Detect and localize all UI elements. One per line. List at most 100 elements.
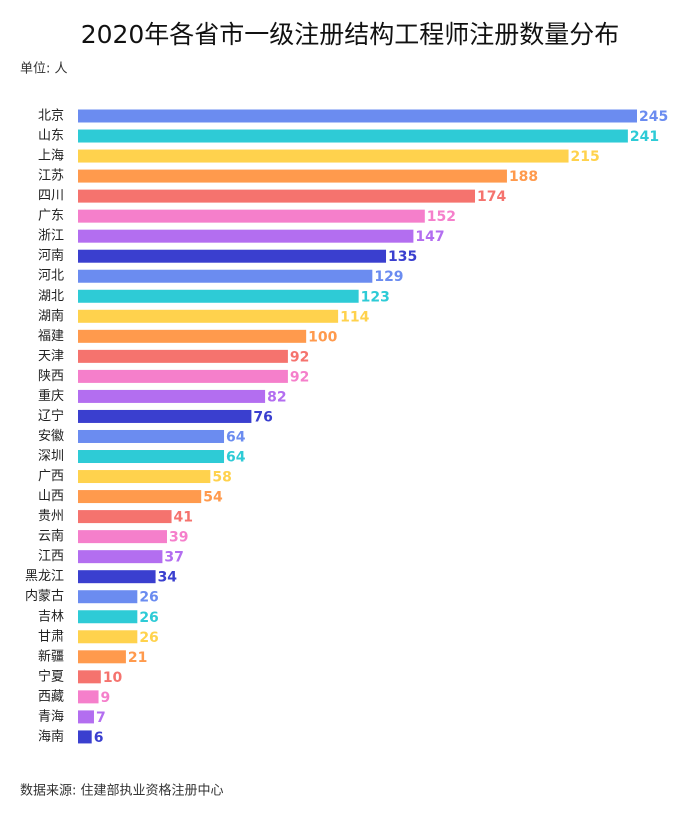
value-label: 39 bbox=[169, 530, 188, 546]
y-tick-label: 山西 bbox=[38, 489, 64, 504]
y-tick-label: 天津 bbox=[38, 349, 64, 364]
y-tick-label: 西藏 bbox=[38, 689, 64, 704]
chart-title: 2020年各省市一级注册结构工程师注册数量分布 bbox=[81, 20, 620, 49]
bar bbox=[78, 570, 156, 584]
value-label: 129 bbox=[374, 269, 403, 285]
bar bbox=[78, 349, 288, 363]
value-label: 21 bbox=[128, 650, 147, 666]
value-label: 114 bbox=[340, 309, 369, 325]
y-tick-label: 福建 bbox=[38, 329, 64, 344]
bar bbox=[78, 149, 569, 163]
chart-subtitle: 单位: 人 bbox=[20, 62, 68, 77]
y-tick-label: 广西 bbox=[38, 469, 64, 484]
y-tick-label: 云南 bbox=[38, 528, 64, 544]
y-tick-label: 宁夏 bbox=[38, 668, 64, 684]
y-tick-label: 陕西 bbox=[38, 369, 64, 384]
value-label: 26 bbox=[139, 610, 158, 626]
y-tick-label: 重庆 bbox=[38, 388, 64, 404]
y-tick-label: 辽宁 bbox=[38, 408, 64, 424]
value-label: 100 bbox=[308, 329, 337, 345]
bar bbox=[78, 389, 266, 403]
bar bbox=[78, 309, 339, 323]
value-label: 7 bbox=[96, 710, 106, 726]
bar bbox=[78, 670, 101, 684]
bar bbox=[78, 650, 126, 664]
bar bbox=[78, 229, 414, 243]
bar bbox=[78, 730, 92, 744]
y-tick-label: 黑龙江 bbox=[25, 569, 64, 584]
value-label: 147 bbox=[415, 229, 444, 245]
value-label: 92 bbox=[290, 349, 309, 365]
bar bbox=[78, 429, 225, 443]
value-label: 26 bbox=[139, 630, 158, 646]
bar bbox=[78, 129, 628, 143]
value-label: 152 bbox=[427, 209, 456, 225]
y-tick-label: 江苏 bbox=[38, 168, 64, 184]
value-label: 82 bbox=[267, 389, 286, 405]
value-label: 188 bbox=[509, 169, 538, 185]
y-tick-label: 内蒙古 bbox=[25, 588, 64, 604]
y-tick-label: 江西 bbox=[38, 549, 64, 564]
bar bbox=[78, 690, 99, 704]
bar bbox=[78, 450, 225, 464]
y-tick-label: 甘肃 bbox=[38, 629, 64, 644]
bar bbox=[78, 710, 94, 724]
value-label: 64 bbox=[226, 429, 246, 445]
bar bbox=[78, 329, 307, 343]
value-label: 174 bbox=[477, 189, 506, 205]
y-tick-label: 海南 bbox=[38, 728, 64, 744]
bar bbox=[78, 169, 507, 183]
y-tick-label: 四川 bbox=[38, 189, 64, 204]
y-tick-label: 贵州 bbox=[38, 509, 64, 524]
value-label: 54 bbox=[203, 490, 223, 506]
y-tick-label: 广东 bbox=[38, 209, 64, 224]
y-tick-label: 湖北 bbox=[38, 289, 64, 304]
value-label: 34 bbox=[158, 570, 178, 586]
bar bbox=[78, 369, 288, 383]
value-label: 135 bbox=[388, 249, 417, 265]
bar bbox=[78, 630, 138, 644]
bar bbox=[78, 530, 167, 544]
value-label: 9 bbox=[101, 690, 111, 706]
y-tick-label: 河北 bbox=[38, 269, 64, 284]
bar bbox=[78, 470, 211, 484]
y-tick-label: 安徽 bbox=[38, 429, 64, 444]
bar bbox=[78, 109, 637, 123]
bar bbox=[78, 249, 387, 263]
y-tick-label: 上海 bbox=[38, 149, 64, 164]
bar bbox=[78, 610, 138, 624]
y-tick-label: 山东 bbox=[38, 129, 64, 144]
value-label: 6 bbox=[94, 730, 104, 746]
value-label: 10 bbox=[103, 670, 123, 686]
bar bbox=[78, 510, 172, 524]
bar bbox=[78, 269, 373, 283]
bar bbox=[78, 490, 202, 504]
value-label: 58 bbox=[212, 470, 231, 486]
value-label: 245 bbox=[639, 109, 668, 125]
value-label: 76 bbox=[253, 409, 272, 425]
value-label: 92 bbox=[290, 369, 309, 385]
y-tick-label: 河南 bbox=[38, 248, 64, 264]
y-tick-label: 吉林 bbox=[38, 609, 64, 624]
value-label: 241 bbox=[630, 129, 659, 145]
bar bbox=[78, 209, 425, 223]
y-tick-label: 新疆 bbox=[38, 648, 64, 664]
value-label: 123 bbox=[361, 289, 390, 305]
value-label: 64 bbox=[226, 450, 246, 466]
bar bbox=[78, 409, 252, 423]
y-tick-label: 浙江 bbox=[38, 229, 64, 244]
bar bbox=[78, 289, 359, 303]
bar bbox=[78, 590, 138, 604]
value-label: 26 bbox=[139, 590, 158, 606]
bar bbox=[78, 550, 163, 564]
value-label: 37 bbox=[164, 550, 183, 566]
y-tick-label: 北京 bbox=[38, 109, 64, 124]
bar bbox=[78, 189, 476, 203]
source-note: 数据来源: 住建部执业资格注册中心 bbox=[20, 783, 224, 799]
y-tick-label: 青海 bbox=[38, 709, 64, 724]
value-label: 215 bbox=[571, 149, 600, 165]
y-tick-label: 湖南 bbox=[38, 308, 64, 324]
y-tick-label: 深圳 bbox=[38, 449, 64, 464]
